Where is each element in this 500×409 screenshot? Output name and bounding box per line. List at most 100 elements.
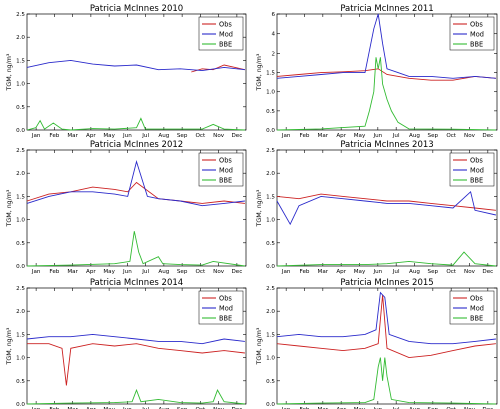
y-tick-label: 0.0: [16, 402, 25, 408]
y-axis-label: TGM, ng/m³: [6, 327, 13, 365]
y-tick-label: 2: [271, 51, 275, 57]
x-tick-label: Jul: [141, 133, 149, 139]
x-tick-label: Oct: [196, 269, 206, 275]
y-tick-label: 2.5: [266, 286, 275, 292]
x-tick-label: Jan: [31, 133, 41, 139]
chart-panel-2: Patricia McInnes 2011 0.0 0.5 1.0 1.5 2 4 6 TGM,…: [256, 4, 498, 139]
y-tick-label: 0.5: [266, 241, 275, 247]
x-tick-label: Sep: [177, 269, 188, 275]
y-tick-label: 0.5: [16, 241, 25, 247]
y-tick-label: 2.0: [16, 309, 25, 315]
x-tick-label: Aug: [158, 269, 169, 275]
series-line-mod: [276, 190, 496, 226]
x-tick-label: Apr: [336, 133, 346, 139]
x-tick-label: Nov: [213, 133, 225, 139]
chart-panel-6: Patricia McInnes 2015 0.0 0.5 1.0 1.5 2.0 2.5 T…: [256, 278, 498, 409]
x-tick-label: Nov: [464, 133, 476, 139]
x-tick-label: Jun: [372, 407, 382, 409]
x-tick-label: Sep: [428, 269, 439, 275]
x-tick-label: May: [354, 269, 366, 275]
legend-entry: BBE: [470, 40, 483, 48]
y-tick-label: 2.0: [16, 171, 25, 177]
x-tick-label: Sep: [177, 133, 188, 139]
legend-entry: Mod: [219, 166, 233, 174]
plot-frame: [26, 287, 247, 405]
y-tick-label: 1.0: [266, 356, 275, 362]
x-tick-label: Jul: [141, 269, 149, 275]
x-tick-label: May: [354, 407, 366, 409]
x-tick-label: Dec: [482, 269, 493, 275]
x-tick-label: Aug: [409, 407, 420, 409]
x-tick-label: May: [103, 133, 115, 139]
series-line-mod: [26, 333, 245, 345]
legend-entry: Obs: [470, 156, 483, 164]
series-line-bbe: [276, 357, 496, 405]
legend-entry: Obs: [470, 20, 483, 28]
legend-entry: Mod: [219, 30, 233, 38]
series-line-mod: [276, 291, 496, 345]
y-axis-label: TGM, ng/m³: [6, 189, 13, 227]
x-tick-label: May: [103, 407, 115, 409]
series-line-mod: [276, 13, 496, 79]
x-tick-label: May: [103, 269, 115, 275]
y-tick-label: 0.5: [266, 109, 275, 115]
y-tick-label: 0.0: [266, 402, 275, 408]
plot-frame: [26, 13, 247, 131]
series-line-bbe: [276, 57, 496, 131]
x-tick-label: Oct: [446, 269, 456, 275]
y-tick-label: 2.0: [266, 309, 275, 315]
legend-entry: Obs: [470, 294, 483, 302]
x-tick-label: Dec: [231, 269, 242, 275]
legend-entry: BBE: [219, 40, 232, 48]
legend-entry: Mod: [219, 304, 233, 312]
y-tick-label: 1.5: [16, 332, 25, 338]
x-tick-label: Jul: [392, 407, 400, 409]
legend-entry: BBE: [219, 314, 232, 322]
y-tick-label: 1.0: [16, 356, 25, 362]
x-tick-label: Aug: [409, 133, 420, 139]
x-tick-label: Jun: [122, 133, 132, 139]
series-line-obs: [191, 64, 246, 73]
x-tick-label: Feb: [300, 407, 310, 409]
x-tick-label: Aug: [158, 133, 169, 139]
plot-frame: [276, 149, 498, 267]
x-tick-label: Feb: [49, 133, 59, 139]
plot-frame: [26, 149, 247, 267]
x-tick-label: Mar: [67, 407, 78, 409]
x-tick-label: Apr: [86, 407, 96, 409]
x-tick-label: Oct: [446, 133, 456, 139]
y-tick-label: 2.5: [16, 12, 25, 18]
x-tick-label: Jan: [31, 269, 41, 275]
x-tick-label: Jun: [122, 269, 132, 275]
x-tick-label: Nov: [213, 269, 225, 275]
legend-entry: Mod: [470, 30, 484, 38]
y-tick-label: 0.0: [266, 128, 275, 134]
legend-entry: Obs: [219, 294, 232, 302]
legend-entry: BBE: [470, 314, 483, 322]
x-tick-label: Sep: [177, 407, 188, 409]
y-axis-label: TGM, ng/m³: [6, 53, 13, 91]
chart-title: Patricia McInnes 2015: [340, 278, 433, 288]
chart-title: Patricia McInnes 2012: [90, 140, 183, 150]
y-tick-label: 6: [271, 12, 275, 18]
x-tick-label: Jul: [392, 133, 400, 139]
x-tick-label: Oct: [196, 133, 206, 139]
x-tick-label: Jan: [281, 269, 291, 275]
x-tick-label: Sep: [428, 133, 439, 139]
x-tick-label: Feb: [49, 269, 59, 275]
x-tick-label: Mar: [67, 133, 78, 139]
x-tick-label: Nov: [464, 407, 476, 409]
y-tick-label: 0.5: [266, 379, 275, 385]
legend-entry: Obs: [219, 20, 232, 28]
y-tick-label: 0.5: [16, 379, 25, 385]
x-tick-label: Mar: [318, 133, 329, 139]
x-tick-label: Oct: [196, 407, 206, 409]
y-tick-label: 1.0: [16, 82, 25, 88]
x-tick-label: Jun: [122, 407, 132, 409]
legend-entry: Mod: [470, 166, 484, 174]
chart-title: Patricia McInnes 2011: [340, 4, 433, 14]
x-tick-label: Jan: [281, 133, 291, 139]
series-line-bbe: [276, 251, 496, 267]
chart-panel-4: Patricia McInnes 2013 0.0 0.5 1.0 1.5 2.0 2.5 T…: [256, 140, 498, 275]
y-tick-label: 2.5: [266, 148, 275, 154]
